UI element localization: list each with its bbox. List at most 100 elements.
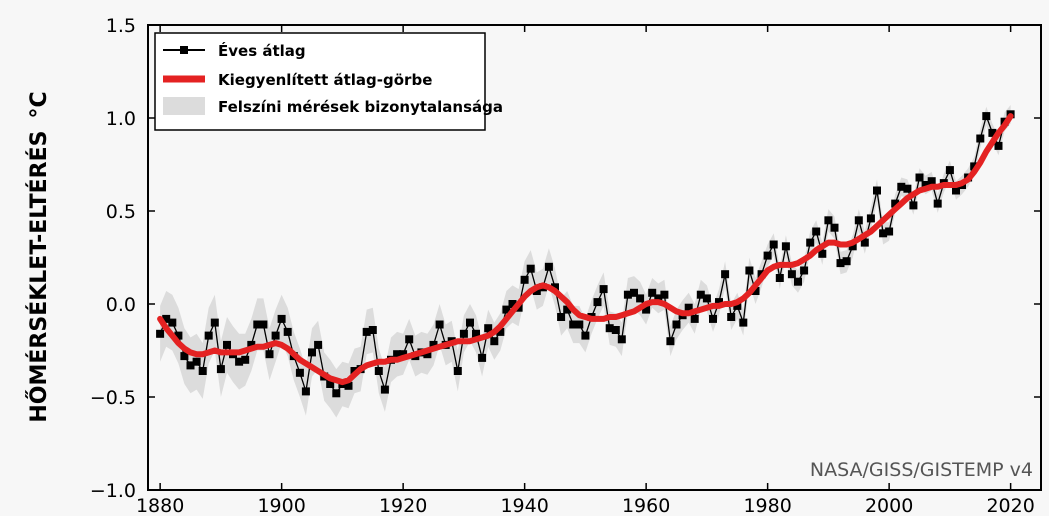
- y-tick-label: 1.5: [106, 15, 136, 37]
- uncertainty-band-layer: [160, 105, 1011, 418]
- annual-point: [399, 350, 408, 359]
- y-tick-label: −1.0: [90, 480, 136, 502]
- y-axis-unit: °C: [27, 91, 52, 118]
- legend-box: [154, 32, 486, 131]
- annual-point: [702, 294, 711, 303]
- annual-point: [660, 290, 669, 299]
- annual-point: [593, 298, 602, 307]
- annual-point: [684, 303, 693, 312]
- annual-point: [283, 327, 292, 336]
- annual-point: [721, 270, 730, 279]
- legend-swatch-uncertainty: [163, 97, 205, 115]
- annual-point: [344, 381, 353, 390]
- annual-point: [502, 305, 511, 314]
- annual-point: [611, 326, 620, 334]
- uncertainty-band: [160, 105, 1011, 418]
- annual-point: [739, 318, 748, 327]
- legend-label-uncertainty: Felszíni mérések bizonytalansága: [218, 98, 503, 116]
- annual-point: [836, 259, 845, 268]
- annual-point: [623, 290, 632, 299]
- annual-point: [520, 275, 529, 284]
- annual-point: [915, 173, 924, 182]
- annual-point: [952, 186, 960, 195]
- annual-point: [818, 249, 827, 258]
- annual-point: [982, 112, 991, 121]
- x-tick-label: 1960: [622, 495, 670, 516]
- x-axis-ticks: 1880 1900 1920 1940 1960 1980 2000 2020: [136, 25, 1035, 516]
- annual-point: [575, 320, 584, 329]
- annual-point: [885, 227, 894, 236]
- annual-point: [551, 283, 559, 292]
- annual-point: [751, 287, 760, 295]
- source-note: NASA/GISS/GISTEMP v4: [810, 459, 1033, 481]
- legend: Éves átlag Kiegyenlített átlag-görbe Fel…: [154, 32, 503, 131]
- annual-series-layer: [156, 110, 1015, 398]
- annual-point: [794, 277, 802, 286]
- annual-point: [636, 294, 645, 303]
- annual-point: [466, 318, 474, 327]
- annual-point: [380, 385, 389, 394]
- annual-point: [709, 314, 717, 323]
- annual-point: [654, 294, 663, 303]
- annual-point: [563, 305, 572, 314]
- annual-point: [162, 314, 171, 323]
- annual-point: [769, 240, 778, 249]
- plot-frame: [147, 24, 1042, 491]
- annual-point: [204, 331, 213, 340]
- annual-point: [490, 337, 499, 346]
- x-tick-label: 2020: [986, 495, 1034, 516]
- annual-point: [405, 335, 414, 344]
- annual-point: [617, 335, 626, 344]
- annual-point: [484, 324, 493, 333]
- y-tick-label: 1.0: [106, 108, 136, 130]
- annual-point: [277, 314, 286, 323]
- annual-point: [630, 288, 638, 297]
- annual-point: [933, 199, 942, 208]
- y-axis-label-text: HŐMÉRSÉKLET-ELTÉRÉS: [26, 131, 52, 423]
- annual-point: [198, 367, 207, 375]
- annual-point: [259, 320, 268, 329]
- annual-point: [569, 320, 578, 329]
- annual-point: [806, 238, 815, 247]
- annual-point: [599, 285, 608, 294]
- annual-point: [423, 350, 432, 359]
- x-tick-label: 2000: [865, 495, 913, 516]
- annual-point: [715, 298, 723, 307]
- annual-point: [666, 337, 675, 346]
- annual-point: [727, 313, 736, 321]
- annual-point: [308, 348, 316, 357]
- annual-point: [787, 270, 796, 279]
- annual-point: [156, 329, 165, 338]
- annual-point: [435, 320, 444, 329]
- annual-point: [945, 166, 954, 175]
- annual-point: [241, 355, 250, 364]
- annual-point: [557, 313, 566, 321]
- annual-point: [253, 320, 262, 329]
- y-tick-label: −0.5: [90, 387, 136, 409]
- annual-point: [781, 242, 790, 251]
- annual-point: [903, 184, 912, 193]
- annual-point: [453, 367, 462, 375]
- smoothed-line: [157, 113, 1014, 386]
- x-tick-label: 1980: [743, 495, 791, 516]
- annual-point: [648, 288, 657, 297]
- annual-point: [174, 331, 183, 340]
- annual-point: [848, 242, 857, 251]
- annual-point: [210, 318, 219, 327]
- y-axis-label: HŐMÉRSÉKLET-ELTÉRÉS °C: [26, 91, 52, 422]
- annual-point: [496, 327, 505, 336]
- annual-point: [672, 320, 681, 329]
- annual-point: [605, 324, 614, 333]
- annual-point: [168, 318, 177, 327]
- annual-point: [186, 361, 195, 370]
- annual-point: [301, 387, 310, 396]
- annual-point: [393, 350, 402, 359]
- annual-point: [921, 181, 930, 189]
- annual-point: [696, 290, 705, 299]
- annual-point: [988, 128, 997, 137]
- annual-point: [374, 367, 383, 375]
- annual-point: [994, 141, 1003, 150]
- annual-point: [235, 357, 244, 366]
- annual-point: [472, 329, 480, 338]
- annual-point: [733, 301, 742, 310]
